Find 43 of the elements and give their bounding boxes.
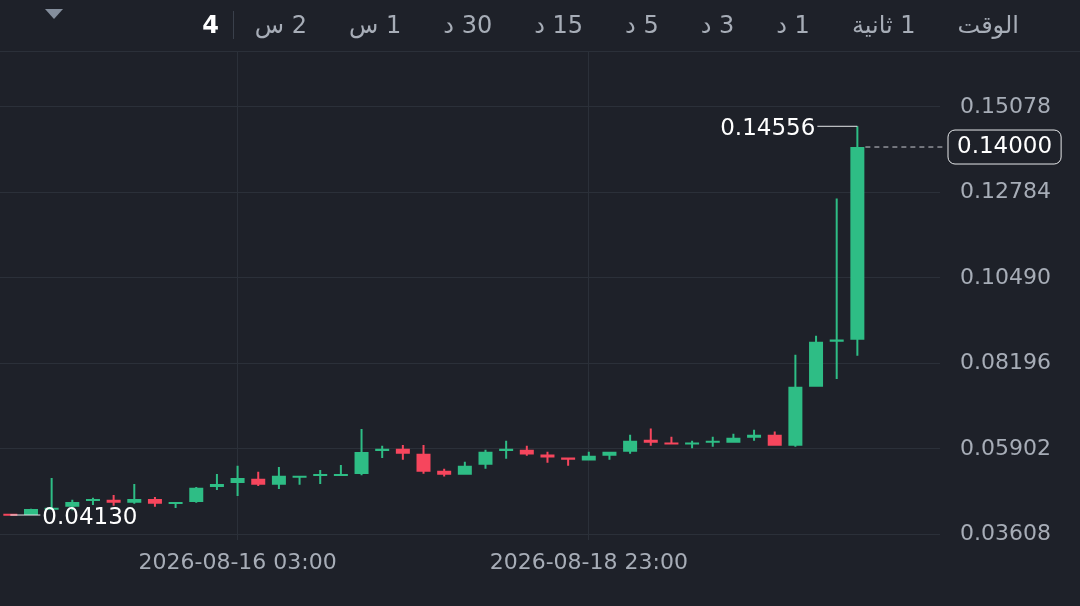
text: 30 د — [442, 11, 494, 39]
y-tick-label: 0.08196 — [960, 349, 1051, 375]
text: الوقت — [956, 11, 1020, 39]
candlestick — [499, 440, 514, 459]
candlestick — [726, 433, 741, 443]
candlestick — [747, 429, 762, 441]
x-tick-label: 2026-08-18 23:00 — [489, 548, 688, 574]
candlestick — [829, 198, 844, 379]
candlestick — [292, 475, 307, 485]
y-tick-label: 0.03608 — [960, 520, 1051, 546]
text: 1 ثانية — [850, 11, 917, 39]
x-tick-label: 2026-08-16 03:00 — [138, 548, 337, 574]
candlestick — [127, 484, 142, 504]
text: 15 د — [533, 11, 585, 39]
candlestick — [106, 494, 121, 506]
candlestick — [540, 451, 555, 463]
text: 4 — [181, 11, 234, 39]
text: 5 د — [624, 11, 660, 39]
annotation: 0.14556 — [720, 114, 816, 141]
candlestick — [581, 451, 596, 461]
candlestick — [519, 445, 534, 456]
y-tick-label: 0.05902 — [960, 434, 1051, 460]
annotation: 0.04130 — [42, 502, 138, 529]
candlestick — [313, 469, 328, 485]
candlestick — [147, 497, 162, 507]
candlestick — [85, 497, 100, 505]
candlestick — [271, 466, 286, 489]
candlestick — [209, 474, 224, 491]
candlestick — [643, 428, 658, 446]
candlestick — [230, 465, 245, 496]
candlestick — [333, 465, 348, 476]
candlestick — [623, 434, 638, 454]
candlestick — [664, 436, 679, 445]
y-tick-label: 0.12784 — [960, 178, 1051, 204]
candlestick — [705, 436, 720, 447]
y-tick-label: 0.15078 — [960, 92, 1051, 118]
y-tick-label: 0.10490 — [960, 263, 1051, 289]
text: 3 د — [699, 11, 736, 39]
candlestick — [168, 501, 183, 508]
ref-line-label: 0.14000 — [957, 131, 1053, 158]
text: 2 س — [253, 11, 309, 39]
text: 1 س — [348, 11, 403, 39]
text: 1 د — [775, 11, 811, 39]
